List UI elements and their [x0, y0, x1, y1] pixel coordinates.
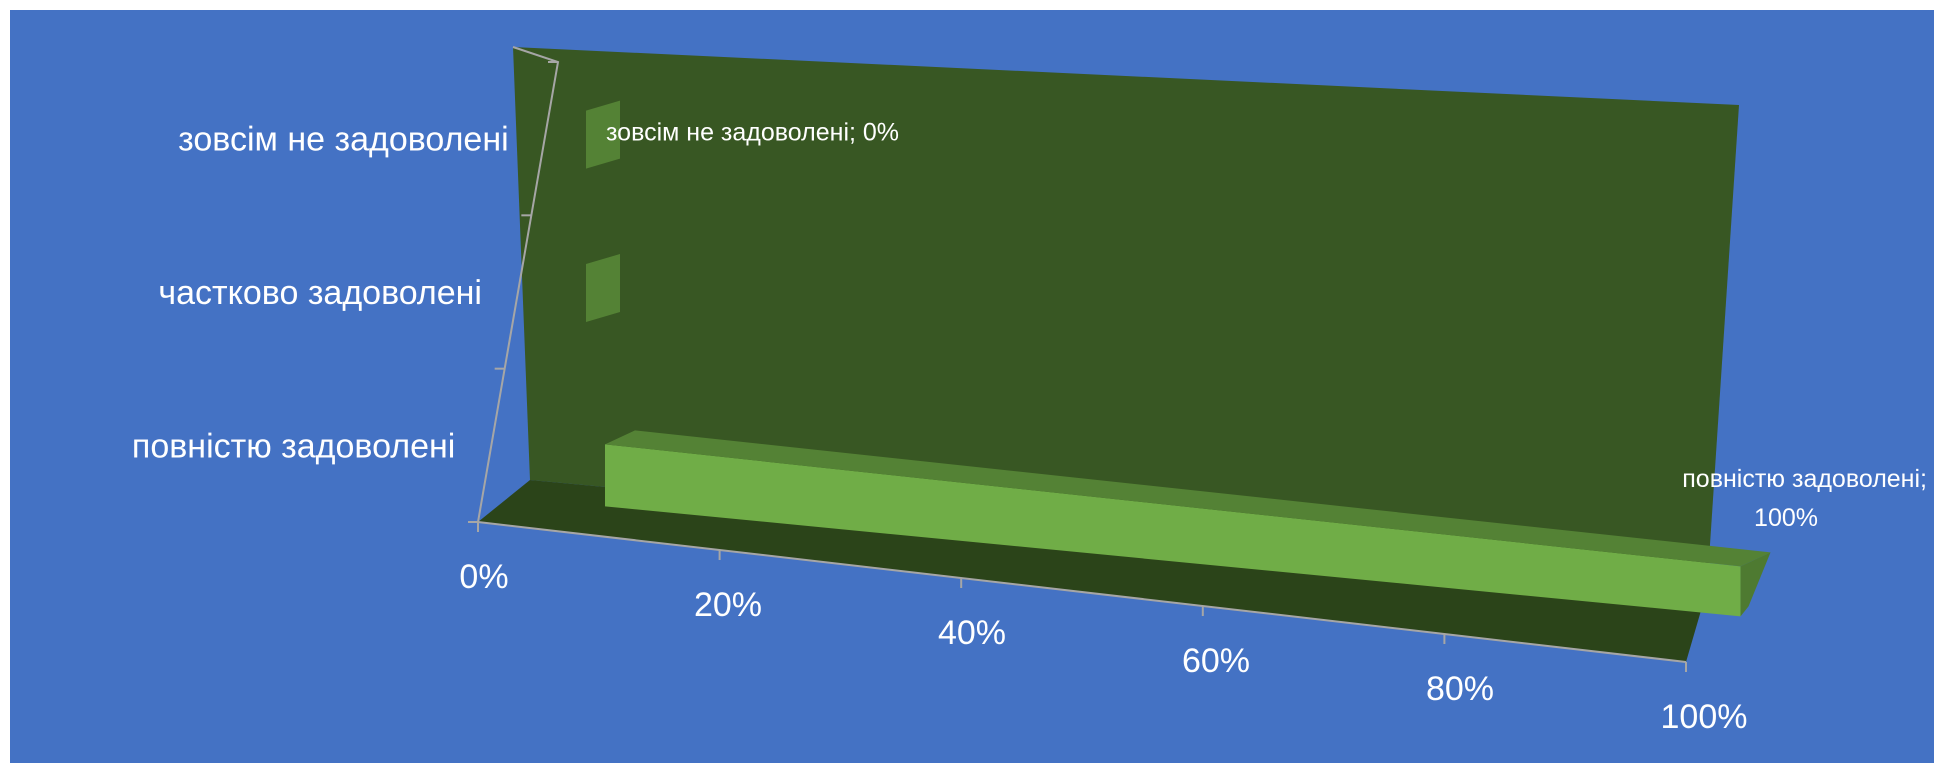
- bar-side-face: [1740, 552, 1771, 617]
- data-label: повністю задоволені;: [1682, 465, 1927, 493]
- data-label: 100%: [1754, 504, 1818, 532]
- bar-front-face: [605, 444, 1741, 617]
- value-tick-label: 80%: [1426, 670, 1494, 708]
- value-tick-label: 0%: [459, 558, 508, 596]
- value-tick-label: 60%: [1182, 642, 1250, 680]
- category-label: повністю задоволені: [132, 427, 455, 465]
- data-label: зовсім не задоволені; 0%: [606, 119, 899, 147]
- bar-zero-sliver: [586, 254, 620, 322]
- bar-top-face: [605, 430, 1771, 567]
- category-label: зовсім не задоволені: [178, 121, 508, 159]
- floor: [478, 480, 1707, 662]
- value-axis-line: [477, 521, 1687, 663]
- chart-svg: 0% 20% 40% 60% 80% 100% повністю задоволені час…: [132, 46, 1927, 736]
- chart-area: 0% 20% 40% 60% 80% 100% повністю задоволені час…: [10, 10, 1934, 763]
- category-label: частково задоволені: [158, 274, 482, 312]
- bar-zero-sliver: [586, 100, 620, 169]
- value-tick-label: 40%: [938, 614, 1006, 652]
- value-tick-label: 20%: [694, 586, 762, 624]
- value-tick-label: 100%: [1661, 698, 1748, 736]
- chart-root: 0% 20% 40% 60% 80% 100% повністю задоволені час…: [132, 46, 1927, 736]
